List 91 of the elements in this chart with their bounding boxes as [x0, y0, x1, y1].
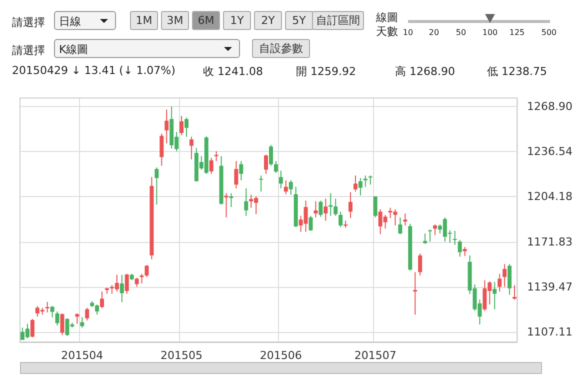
candlestick — [144, 264, 149, 278]
candlestick — [259, 175, 264, 192]
candlestick — [60, 312, 64, 336]
candlestick — [358, 178, 362, 196]
candlestick — [373, 196, 378, 218]
y-tick-label: 1139.47 — [527, 280, 572, 294]
candlestick — [124, 273, 129, 294]
candlestick — [502, 264, 507, 288]
candlestick — [100, 291, 104, 309]
x-tick-label: 201505 — [160, 349, 203, 362]
text: 請選擇 — [12, 15, 45, 30]
candlestick — [458, 239, 462, 258]
candlestick — [452, 230, 457, 246]
candlestick — [413, 272, 418, 316]
candlestick — [308, 215, 313, 232]
text: 2Y — [254, 11, 282, 30]
candlestick — [318, 200, 323, 218]
x-tick-label: 201507 — [354, 349, 396, 362]
text: 50 — [456, 28, 466, 37]
y-tick-label: 1236.54 — [527, 145, 572, 158]
text: 500 — [541, 28, 557, 37]
candlestick — [55, 310, 60, 326]
text: K線圖 — [59, 42, 88, 57]
candlestick — [85, 307, 90, 322]
text: 100 — [482, 28, 498, 37]
text: 20150429 ↓ 13.41 (↓ 1.07%) — [12, 64, 176, 77]
y-tick-label: 1107.11 — [527, 326, 572, 339]
text: 請選擇 — [12, 43, 45, 58]
candlestick — [209, 157, 214, 174]
y-tick-label: 1171.83 — [527, 235, 572, 248]
candlestick — [244, 188, 248, 216]
candlestick — [189, 136, 194, 160]
candlestick — [368, 175, 372, 186]
candlestick — [353, 175, 358, 192]
text: 日線 — [59, 14, 81, 29]
candlestick — [498, 273, 502, 292]
text: 5Y — [285, 11, 313, 30]
candlestick — [314, 200, 318, 218]
text: 低 1238.75 — [487, 64, 547, 79]
candlestick — [403, 212, 408, 226]
candlestick — [45, 301, 50, 313]
candlestick — [274, 160, 278, 174]
candlestick — [30, 318, 34, 338]
text: 1Y — [223, 11, 251, 30]
candlestick — [432, 224, 437, 236]
candlestick — [80, 316, 84, 328]
candlestick — [50, 306, 54, 318]
candlestick — [324, 198, 328, 222]
candlestick — [164, 108, 169, 144]
text: 125 — [509, 28, 525, 37]
candlestick — [239, 160, 244, 181]
x-tick-label: 201504 — [61, 349, 104, 362]
text: 開 1259.92 — [296, 64, 356, 79]
text: 3M — [161, 11, 189, 30]
candlestick — [154, 166, 159, 206]
text: 收 1241.08 — [203, 64, 263, 79]
candlestick — [418, 252, 422, 276]
candlestick — [508, 264, 512, 296]
text: 6M — [192, 11, 220, 30]
text: 1M — [130, 11, 158, 30]
candlestick — [268, 144, 273, 166]
candlestick — [234, 160, 238, 189]
candlestick — [134, 277, 139, 288]
candlestick — [184, 117, 188, 138]
y-tick-label: 1268.90 — [527, 100, 572, 114]
text: 自設參數 — [252, 39, 310, 58]
candlestick — [428, 229, 432, 242]
candlestick — [264, 154, 268, 174]
candlestick — [363, 175, 368, 188]
candlestick — [278, 170, 283, 189]
candlestick — [492, 281, 497, 310]
text: 天數 — [376, 24, 398, 39]
text: 20 — [428, 28, 440, 37]
candlestick — [338, 211, 343, 228]
x-tick-label: 201506 — [260, 349, 302, 362]
candlestick — [180, 115, 184, 136]
candlestick — [348, 192, 353, 219]
text: 高 1268.90 — [395, 64, 455, 79]
candlestick — [284, 180, 288, 195]
candlestick — [120, 274, 124, 303]
candlestick — [288, 180, 293, 196]
candlestick — [75, 312, 80, 324]
candlestick — [224, 192, 228, 218]
candlestick — [229, 192, 234, 208]
text: 線圖 — [376, 10, 398, 25]
text: 自訂區間 — [312, 11, 364, 30]
candlestick — [160, 133, 164, 166]
candlestick — [140, 273, 144, 284]
y-tick-label: 1204.18 — [527, 190, 572, 204]
text: 10 — [402, 28, 414, 37]
candlestick — [398, 216, 402, 235]
